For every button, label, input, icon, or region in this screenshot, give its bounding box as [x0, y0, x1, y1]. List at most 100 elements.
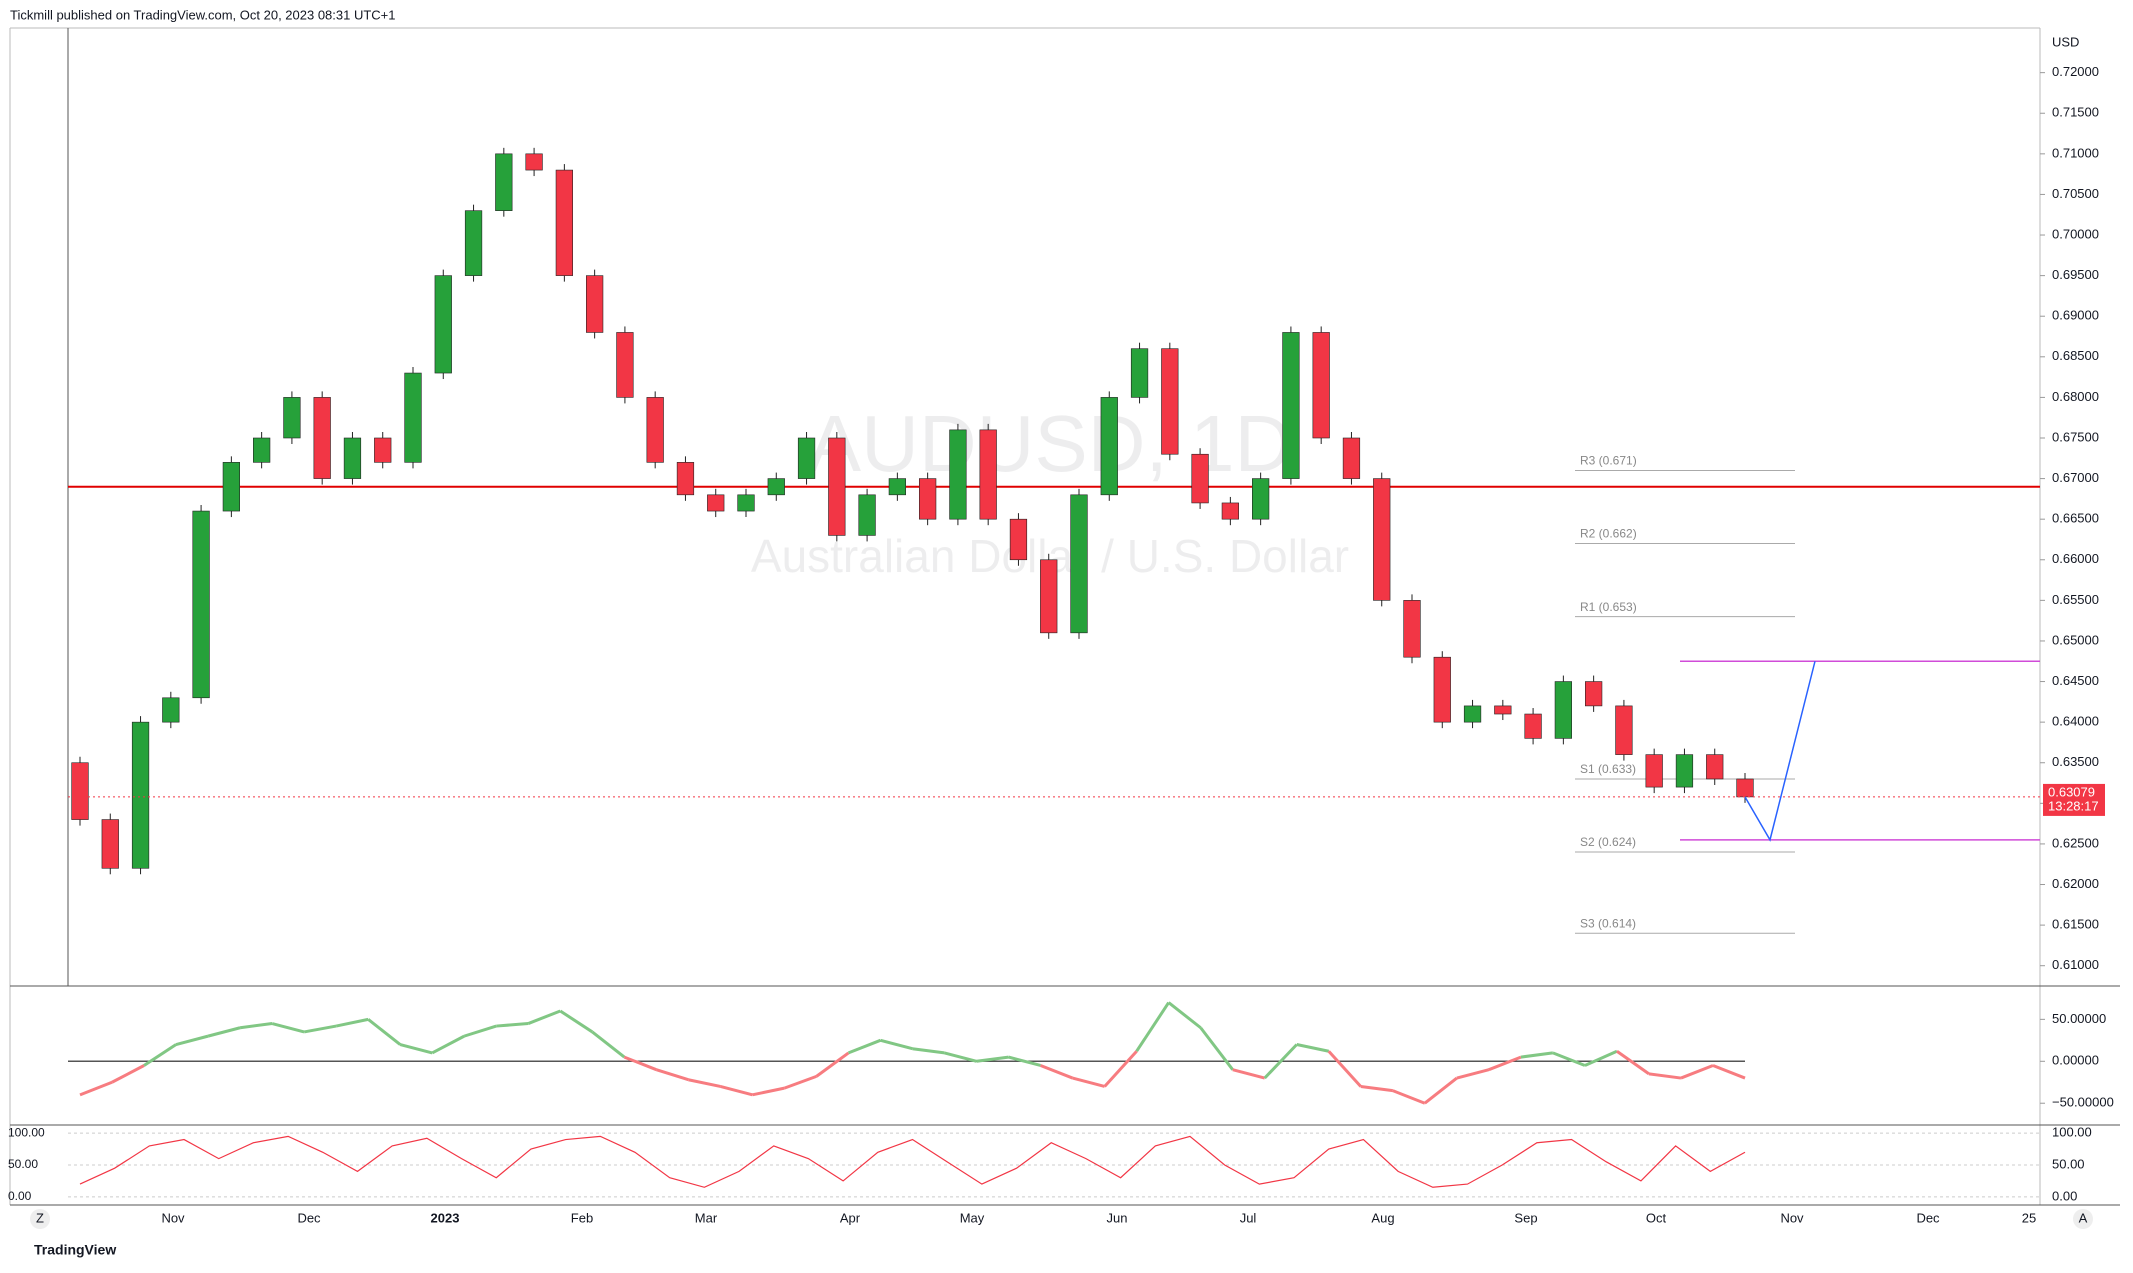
y-tick-label: 0.64500	[2052, 673, 2099, 688]
candle-body	[1312, 332, 1330, 439]
y-tick-label: 0.68000	[2052, 389, 2099, 404]
x-tick-label: Jun	[1107, 1210, 1128, 1225]
momentum-segment	[1040, 1064, 1074, 1080]
candle-body	[1130, 348, 1149, 398]
momentum-segment	[1232, 1068, 1266, 1080]
y-tick-label: 0.68500	[2052, 348, 2099, 363]
candle-body	[222, 462, 240, 512]
pivot-label: S2 (0.624)	[1580, 835, 1636, 849]
momentum-segment	[1712, 1064, 1746, 1080]
momentum-segment	[79, 1080, 113, 1097]
momentum-segment	[944, 1051, 977, 1063]
candle-body	[1554, 681, 1572, 739]
momentum-segment	[1520, 1051, 1554, 1059]
momentum-segment	[399, 1043, 433, 1055]
y-tick-label: 0.62000	[2052, 876, 2099, 891]
momentum-segment	[783, 1074, 817, 1090]
momentum-segment	[1072, 1076, 1105, 1088]
momentum-segment	[1167, 1001, 1202, 1029]
momentum-segment	[1199, 1026, 1234, 1071]
candle-body	[828, 437, 846, 536]
candle-body	[888, 478, 906, 496]
momentum-segment	[559, 1009, 594, 1034]
candle-body	[1252, 478, 1270, 520]
candle-body	[1070, 494, 1088, 634]
x-tick-label: Oct	[1646, 1210, 1667, 1225]
currency-label: USD	[2052, 34, 2079, 49]
candle-body	[1009, 518, 1028, 561]
candle-body	[1342, 437, 1361, 479]
momentum-segment	[1680, 1064, 1714, 1080]
candle-body	[586, 275, 604, 333]
y-tick-label: 0.72000	[2052, 64, 2099, 79]
y-tick-label: 0.63500	[2052, 754, 2099, 769]
y-tick-label-left: 50.00	[8, 1157, 38, 1171]
momentum-segment	[527, 1009, 561, 1025]
momentum-segment	[303, 1024, 337, 1034]
candle-body	[1191, 453, 1209, 504]
candle-body	[71, 762, 89, 820]
toggle-label[interactable]: Z	[36, 1210, 44, 1225]
y-tick-label: 0.67000	[2052, 470, 2099, 485]
x-tick-label: Dec	[297, 1210, 321, 1225]
x-tick-label: Aug	[1371, 1210, 1394, 1225]
y-tick-label-left: 100.00	[8, 1125, 45, 1139]
last-price-box	[2043, 783, 2105, 816]
y-tick-label: 0.69000	[2052, 308, 2099, 323]
momentum-segment	[1552, 1051, 1586, 1067]
x-tick-label: Apr	[840, 1210, 861, 1225]
candle-body	[525, 153, 543, 171]
candle-body	[434, 275, 452, 374]
candle-body	[646, 397, 664, 463]
candle-body	[1433, 656, 1451, 723]
candle-body	[858, 494, 876, 536]
auto-scale-button[interactable]	[2073, 1209, 2093, 1229]
momentum-segment	[271, 1022, 305, 1034]
momentum-segment	[431, 1034, 465, 1055]
candle-body	[1585, 681, 1603, 707]
y-tick-label: 0.00	[2052, 1188, 2077, 1203]
x-tick-label: Nov	[1780, 1210, 1804, 1225]
auto-scale-label[interactable]: A	[2079, 1210, 2088, 1225]
last-price-label: 0.63079	[2048, 784, 2095, 799]
pivot-label: R3 (0.671)	[1580, 454, 1637, 468]
x-tick-label: Feb	[571, 1210, 593, 1225]
momentum-segment	[1488, 1055, 1522, 1072]
y-tick-label: 0.69500	[2052, 267, 2099, 282]
y-tick-label: 0.66000	[2052, 551, 2099, 566]
momentum-segment	[496, 1022, 529, 1028]
countdown-label: 13:28:17	[2048, 798, 2099, 813]
candle-body	[919, 478, 937, 520]
y-tick-label: −50.00000	[2052, 1095, 2114, 1110]
momentum-segment	[1616, 1050, 1650, 1076]
candle-body	[1040, 559, 1058, 634]
candle-body	[1403, 600, 1421, 658]
y-tick-label: 0.66500	[2052, 511, 2099, 526]
momentum-segment	[752, 1086, 785, 1097]
momentum-segment	[847, 1038, 882, 1055]
candle-body	[797, 437, 816, 479]
candle-body	[707, 494, 725, 512]
momentum-segment	[1296, 1043, 1330, 1053]
publisher-note: Tickmill published on TradingView.com, O…	[10, 7, 396, 22]
momentum-segment	[720, 1085, 753, 1097]
x-tick-label: Jul	[1240, 1210, 1257, 1225]
x-tick-label: Sep	[1514, 1210, 1537, 1225]
momentum-segment	[623, 1055, 657, 1072]
candle-body	[131, 721, 150, 869]
candle-body	[1645, 754, 1663, 788]
candle-body	[1100, 397, 1118, 496]
candle-body	[283, 397, 301, 439]
toggle-button[interactable]	[30, 1209, 50, 1229]
candle-body	[1706, 754, 1724, 780]
y-tick-label: 0.00000	[2052, 1053, 2099, 1068]
candle-body	[1221, 502, 1239, 520]
pivot-label: R1 (0.653)	[1580, 600, 1637, 614]
candle-body	[767, 478, 785, 496]
projection	[1744, 661, 1816, 842]
candle-body	[949, 429, 967, 520]
candle-body	[1373, 478, 1391, 601]
candle-body	[1524, 713, 1542, 739]
